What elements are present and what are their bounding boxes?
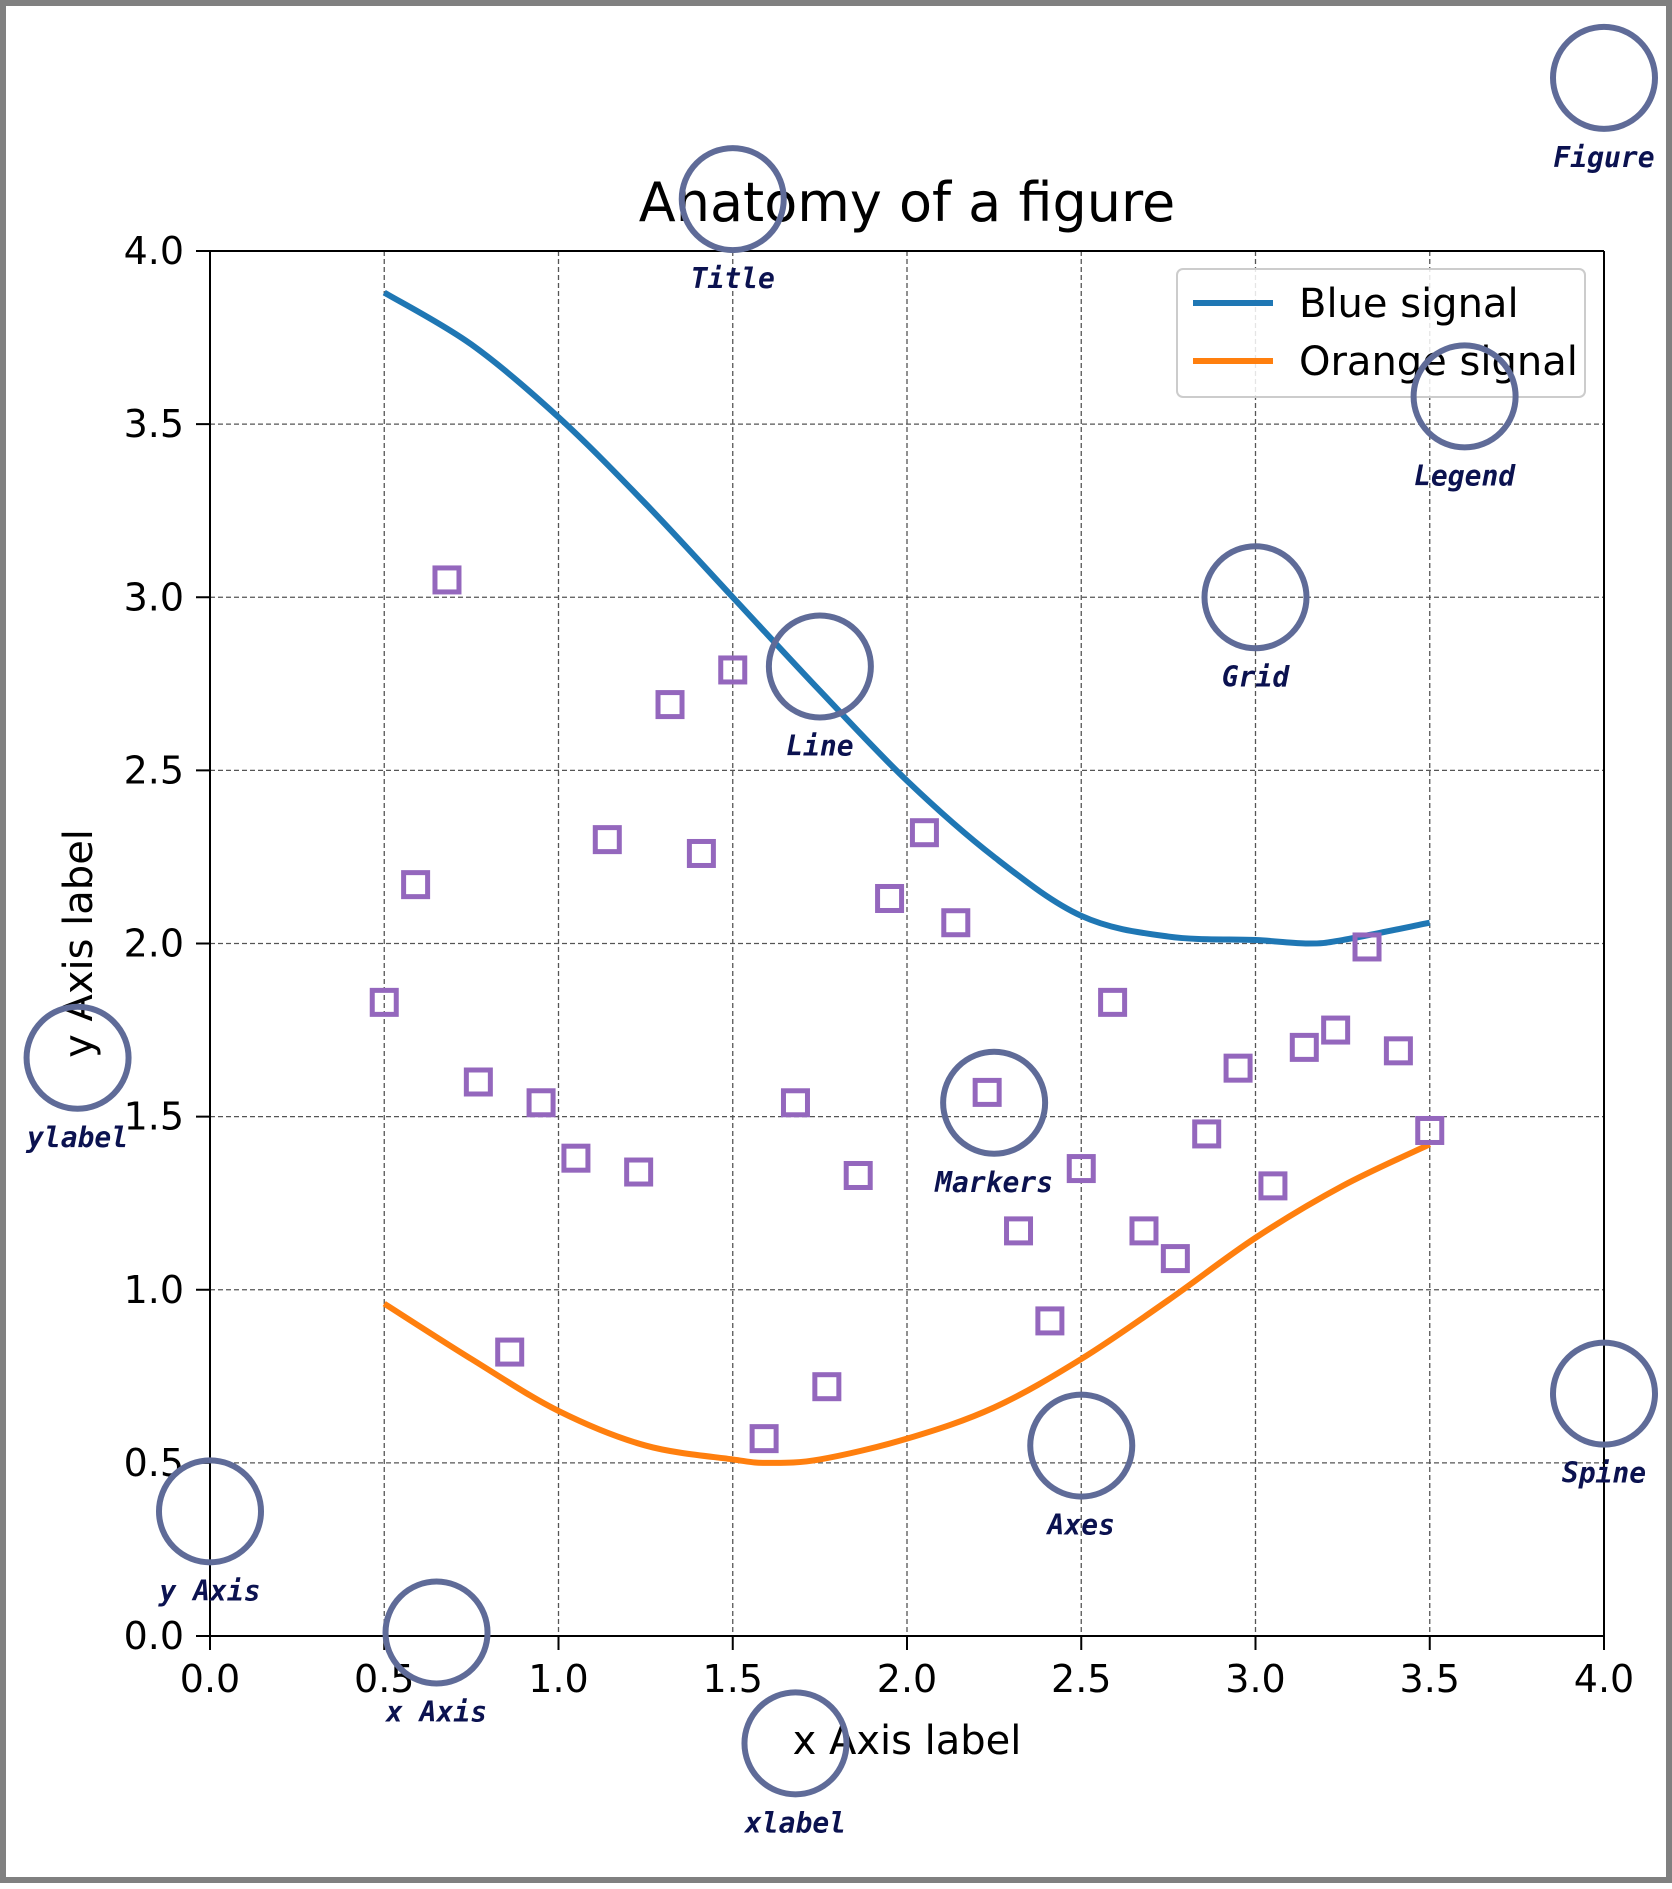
marker-point bbox=[1066, 1154, 1096, 1184]
annotation-circle-figure bbox=[1550, 23, 1658, 132]
annotation-label-markers: Markers bbox=[934, 1166, 1053, 1199]
marker-point bbox=[1098, 987, 1128, 1017]
marker-point bbox=[592, 825, 622, 855]
blue-signal-line bbox=[382, 289, 1431, 947]
marker-point bbox=[1415, 1115, 1445, 1145]
marker-point bbox=[1289, 1032, 1319, 1062]
annotation-label-xlabel: xlabel bbox=[743, 1806, 846, 1839]
legend: Blue signal Orange signal bbox=[1176, 268, 1586, 398]
marker-point bbox=[1383, 1036, 1413, 1066]
annotation-label-line: Line bbox=[786, 730, 853, 763]
marker-point bbox=[401, 870, 431, 900]
annotation-circle-y-axis bbox=[156, 1457, 264, 1566]
legend-entry: Orange signal bbox=[1299, 339, 1578, 385]
y-tick-label: 2.0 bbox=[124, 922, 184, 966]
x-tick-label: 3.0 bbox=[1225, 1657, 1285, 1701]
y-tick-label: 4.0 bbox=[124, 229, 184, 273]
annotation-label-axes: Axes bbox=[1046, 1509, 1115, 1542]
marker-point bbox=[1192, 1119, 1222, 1149]
marker-point bbox=[1160, 1244, 1190, 1274]
legend-entry: Blue signal bbox=[1299, 281, 1519, 327]
annotation-circle-xlabel bbox=[741, 1689, 850, 1798]
annotation-label-grid: Grid bbox=[1222, 660, 1291, 693]
y-tick-label: 2.5 bbox=[124, 748, 184, 792]
marker-point bbox=[749, 1424, 779, 1454]
annotation-label-title: Title bbox=[691, 262, 775, 295]
marker-point bbox=[1321, 1015, 1351, 1045]
annotation-label-x-axis: x Axis bbox=[384, 1696, 487, 1729]
marker-point bbox=[463, 1067, 493, 1097]
marker-point bbox=[1035, 1306, 1065, 1336]
marker-point bbox=[561, 1143, 591, 1173]
marker-point bbox=[1258, 1171, 1288, 1201]
y-tick-label: 3.0 bbox=[124, 575, 184, 619]
x-tick-label: 3.5 bbox=[1400, 1657, 1460, 1701]
annotation-circle-line bbox=[765, 612, 874, 721]
marker-point bbox=[1223, 1053, 1253, 1083]
annotation-circle-title bbox=[678, 145, 787, 254]
marker-point bbox=[1129, 1216, 1159, 1246]
marker-point bbox=[909, 818, 939, 848]
x-tick-label: 1.0 bbox=[528, 1657, 588, 1701]
marker-point bbox=[432, 565, 462, 595]
annotation-circle-spine bbox=[1550, 1339, 1658, 1448]
marker-point bbox=[972, 1077, 1002, 1107]
marker-point bbox=[780, 1088, 810, 1118]
marker-point bbox=[718, 655, 748, 685]
annotation-circle-grid bbox=[1201, 543, 1310, 652]
y-tick-label: 3.5 bbox=[124, 402, 184, 446]
annotations: Figure Title Legend Grid Line Markers ylabel Sp… bbox=[23, 23, 1658, 1839]
marker-point bbox=[812, 1372, 842, 1402]
grid bbox=[210, 251, 1604, 1636]
annotation-label-legend: Legend bbox=[1414, 459, 1516, 492]
y-tick-label: 1.5 bbox=[124, 1095, 184, 1139]
x-axis-label: x Axis label bbox=[793, 1718, 1022, 1764]
marker-point bbox=[369, 987, 399, 1017]
marker-point bbox=[875, 883, 905, 913]
marker-point bbox=[526, 1088, 556, 1118]
y-axis-label: y Axis label bbox=[56, 829, 102, 1058]
annotation-label-ylabel: ylabel bbox=[25, 1121, 128, 1154]
y-tick-label: 1.0 bbox=[124, 1268, 184, 1312]
annotation-circle-markers bbox=[940, 1048, 1049, 1157]
marker-point bbox=[624, 1157, 654, 1187]
orange-signal-line bbox=[382, 1141, 1432, 1466]
annotation-circle-x-axis bbox=[382, 1578, 491, 1687]
ticks: 0.0 0.5 1.0 1.5 2.0 2.5 3.0 3.5 4.00.00.51.01.52… bbox=[124, 229, 1635, 1701]
marker-point bbox=[686, 838, 716, 868]
legend-box bbox=[1176, 268, 1586, 398]
marker-point bbox=[1004, 1216, 1034, 1246]
marker-point bbox=[941, 908, 971, 938]
annotation-circle-axes bbox=[1027, 1391, 1136, 1500]
annotation-circle-legend bbox=[1410, 342, 1519, 451]
marker-point bbox=[655, 690, 685, 720]
marker-point bbox=[843, 1160, 873, 1190]
chart: 0.0 0.5 1.0 1.5 2.0 2.5 3.0 3.5 4.00.00.51.01.52… bbox=[23, 23, 1658, 1839]
x-tick-label: 4.0 bbox=[1574, 1657, 1634, 1701]
plot-area bbox=[369, 289, 1445, 1466]
annotation-label-figure: Figure bbox=[1553, 141, 1654, 174]
marker-point bbox=[1352, 932, 1382, 962]
x-tick-label: 1.5 bbox=[703, 1657, 763, 1701]
x-tick-label: 0.0 bbox=[180, 1657, 240, 1701]
y-tick-label: 0.0 bbox=[124, 1614, 184, 1658]
annotation-circle-ylabel bbox=[23, 1003, 132, 1112]
marker-point bbox=[495, 1337, 525, 1367]
annotation-label-spine: Spine bbox=[1562, 1457, 1646, 1490]
annotation-label-y-axis: y Axis bbox=[157, 1574, 260, 1607]
x-tick-label: 2.0 bbox=[877, 1657, 937, 1701]
x-tick-label: 2.5 bbox=[1051, 1657, 1111, 1701]
x-tick-label: 0.5 bbox=[354, 1657, 414, 1701]
chart-title: Anatomy of a figure bbox=[639, 171, 1175, 234]
